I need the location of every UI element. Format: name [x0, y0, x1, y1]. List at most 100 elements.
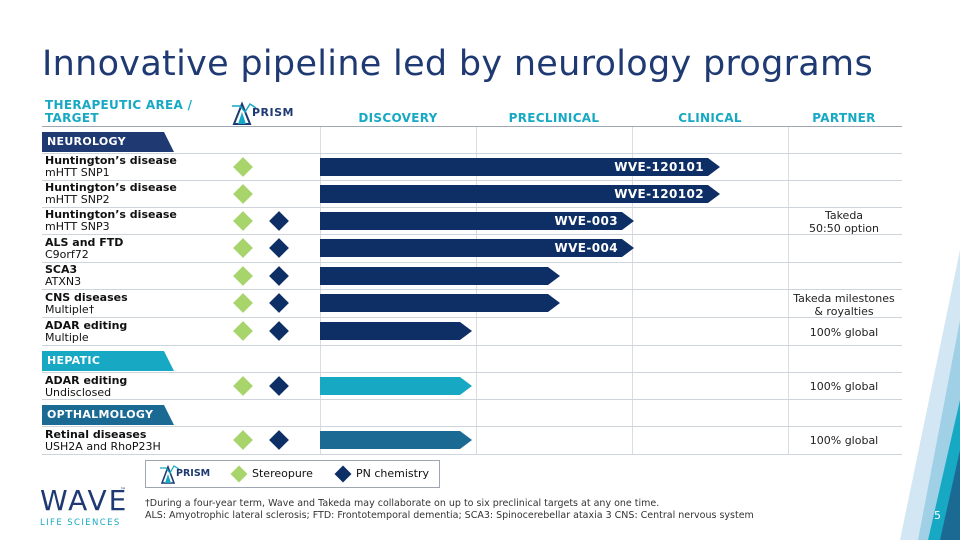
target-name: Undisclosed: [45, 386, 112, 399]
disease-name: SCA3: [45, 263, 78, 276]
header-therapeutic-area: THERAPEUTIC AREA /: [45, 98, 193, 112]
stereopure-diamond: [233, 211, 253, 231]
target-name: Multiple†: [45, 303, 95, 316]
row-divider: [42, 345, 902, 346]
target-name: mHTT SNP2: [45, 193, 110, 206]
disease-name: Huntington’s disease: [45, 181, 177, 194]
legend-stereopure-diamond: [230, 465, 248, 483]
row-divider: [42, 289, 902, 290]
target-name: C9orf72: [45, 248, 89, 261]
prism-logo-text: PRISM: [252, 106, 294, 119]
partner-milestones-line1: Takeda milestones: [793, 292, 895, 305]
partner-takeda-milestones: Takeda milestones & royalties: [788, 292, 900, 318]
progress-bar-sca3: [320, 267, 560, 285]
section-neurology: NEUROLOGY: [42, 132, 174, 152]
progress-bar-wve-003: WVE-003: [320, 212, 634, 230]
row-divider: [42, 317, 902, 318]
header-discovery: DISCOVERY: [358, 111, 438, 125]
header-target: TARGET: [45, 111, 99, 125]
stereopure-diamond: [233, 376, 253, 396]
target-name: ATXN3: [45, 275, 82, 288]
progress-bar-retinal: [320, 431, 472, 449]
stereopure-diamond: [233, 157, 253, 177]
stereopure-diamond: [233, 321, 253, 341]
progress-bar-cns: [320, 294, 560, 312]
footnote-line2: ALS: Amyotrophic lateral sclerosis; FTD:…: [145, 510, 754, 521]
disease-name: Huntington’s disease: [45, 208, 177, 221]
page-number: 5: [934, 509, 941, 522]
section-opthalmology: OPTHALMOLOGY: [42, 405, 174, 425]
partner-takeda-line2: 50:50 option: [809, 222, 879, 235]
row-label: ADAR editing Undisclosed: [45, 375, 127, 399]
pn-chemistry-diamond: [269, 238, 289, 258]
partner-hepatic-global: 100% global: [809, 380, 879, 393]
legend-prism-label: PRISM: [176, 468, 211, 479]
header-divider: [42, 126, 902, 127]
disease-name: CNS diseases: [45, 291, 128, 304]
row-divider: [42, 399, 902, 400]
header-clinical: CLINICAL: [678, 111, 742, 125]
wave-logo: WAVE ™ LIFE SCIENCES: [40, 484, 129, 529]
grid-vline: [632, 126, 633, 454]
partner-takeda: Takeda 50:50 option: [788, 209, 900, 235]
partner-adar-global: 100% global: [809, 326, 879, 339]
legend: PRISM Stereopure PN chemistry: [145, 460, 440, 488]
legend-pn-label: PN chemistry: [356, 467, 429, 480]
stereopure-diamond: [233, 184, 253, 204]
row-label: CNS diseases Multiple†: [45, 292, 128, 316]
row-divider: [42, 426, 902, 427]
row-divider: [42, 234, 902, 235]
decorative-triangles: [900, 250, 960, 540]
row-divider: [42, 153, 902, 154]
pn-chemistry-diamond: [269, 266, 289, 286]
header-partner: PARTNER: [812, 111, 876, 125]
row-label: SCA3 ATXN3: [45, 264, 81, 288]
row-label: Huntington’s disease mHTT SNP2: [45, 182, 177, 206]
prism-icon: [232, 101, 257, 125]
grid-vline: [788, 126, 789, 454]
page-title: Innovative pipeline led by neurology pro…: [42, 44, 873, 84]
section-hepatic: HEPATIC: [42, 351, 174, 371]
row-divider: [42, 262, 902, 263]
disease-name: Huntington’s disease: [45, 154, 177, 167]
pn-chemistry-diamond: [269, 430, 289, 450]
progress-bar-adar-multiple: [320, 322, 472, 340]
row-label: Retinal diseases USH2A and RhoP23H: [45, 429, 161, 453]
partner-retinal-global: 100% global: [809, 434, 879, 447]
wave-logo-sub: LIFE SCIENCES: [40, 518, 121, 528]
row-label: ADAR editing Multiple: [45, 320, 127, 344]
row-divider: [42, 207, 902, 208]
stereopure-diamond: [233, 266, 253, 286]
prism-logo: PRISM: [232, 100, 294, 130]
progress-bar-wve-004: WVE-004: [320, 239, 634, 257]
disease-name: ALS and FTD: [45, 236, 124, 249]
target-name: USH2A and RhoP23H: [45, 440, 161, 453]
row-label: Huntington’s disease mHTT SNP1: [45, 155, 177, 179]
footnote: †During a four-year term, Wave and Taked…: [145, 498, 754, 522]
disease-name: ADAR editing: [45, 374, 128, 387]
target-name: mHTT SNP1: [45, 166, 110, 179]
footnote-line1: †During a four-year term, Wave and Taked…: [145, 498, 660, 509]
wave-logo-text: WAVE: [40, 484, 129, 517]
progress-bar-wve-120102: WVE-120102: [320, 185, 720, 203]
pn-chemistry-diamond: [269, 376, 289, 396]
target-name: Multiple: [45, 331, 89, 344]
row-label: Huntington’s disease mHTT SNP3: [45, 209, 177, 233]
wave-logo-tm: ™: [120, 487, 126, 494]
partner-takeda-line1: Takeda: [824, 209, 864, 222]
progress-bar-adar-undisclosed: [320, 377, 472, 395]
row-label: ALS and FTD C9orf72: [45, 237, 123, 261]
target-name: mHTT SNP3: [45, 220, 110, 233]
disease-name: Retinal diseases: [45, 428, 147, 441]
stereopure-diamond: [233, 430, 253, 450]
legend-pn-diamond: [334, 465, 352, 483]
legend-stereopure-label: Stereopure: [252, 467, 313, 480]
row-divider: [42, 454, 902, 455]
progress-bar-wve-120101: WVE-120101: [320, 158, 720, 176]
pn-chemistry-diamond: [269, 293, 289, 313]
row-divider: [42, 372, 902, 373]
grid-vline: [320, 126, 321, 454]
grid-vline: [476, 126, 477, 454]
disease-name: ADAR editing: [45, 319, 128, 332]
prism-icon: [160, 464, 180, 484]
